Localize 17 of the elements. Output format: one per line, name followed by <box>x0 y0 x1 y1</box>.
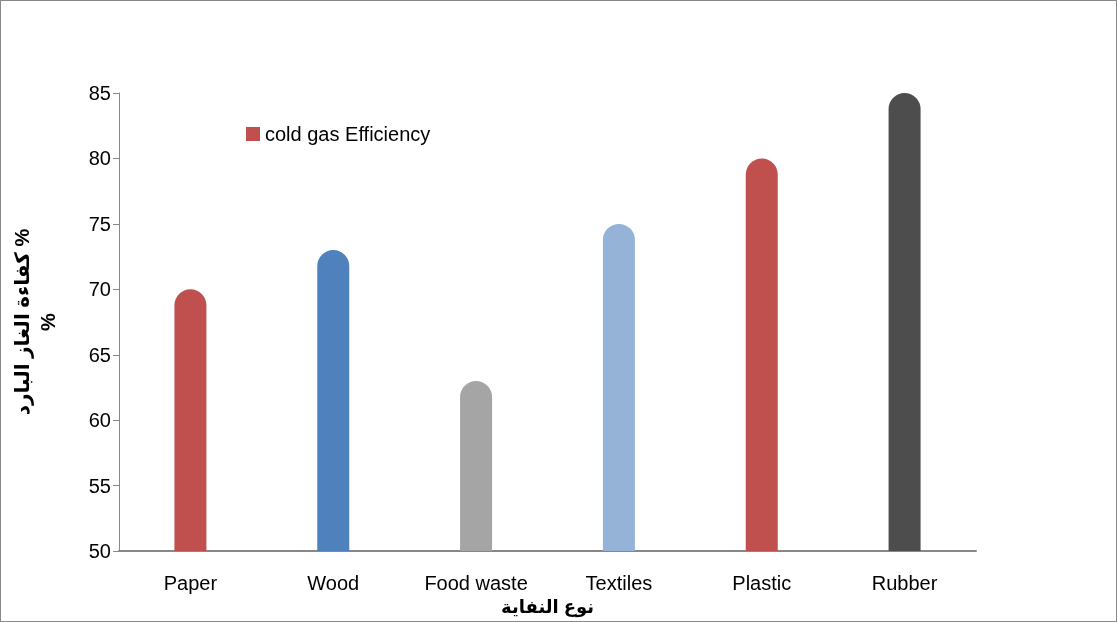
y-tick-label: 80 <box>88 147 111 170</box>
legend-label: cold gas Efficiency <box>265 123 431 145</box>
y-tick-label: 60 <box>88 409 111 432</box>
x-tick-label: Textiles <box>585 572 653 595</box>
x-tick-label: Paper <box>163 572 218 595</box>
y-tick-label: 65 <box>88 343 111 366</box>
y-axis-title: كفاءة الغاز البارد % % <box>11 228 59 416</box>
y-tick-label: 70 <box>88 278 111 301</box>
x-tick-label: Food waste <box>424 572 528 595</box>
y-tick-label: 85 <box>88 82 111 104</box>
x-tick-label: Rubber <box>871 572 938 595</box>
x-tick-label: Wood <box>307 572 360 595</box>
x-axis-title: نوع النفاية <box>500 597 595 618</box>
y-tick-label: 50 <box>88 540 111 563</box>
y-tick-label: 75 <box>88 212 111 235</box>
x-tick-label: Plastic <box>732 572 792 595</box>
y-tick-label: 55 <box>88 474 111 497</box>
